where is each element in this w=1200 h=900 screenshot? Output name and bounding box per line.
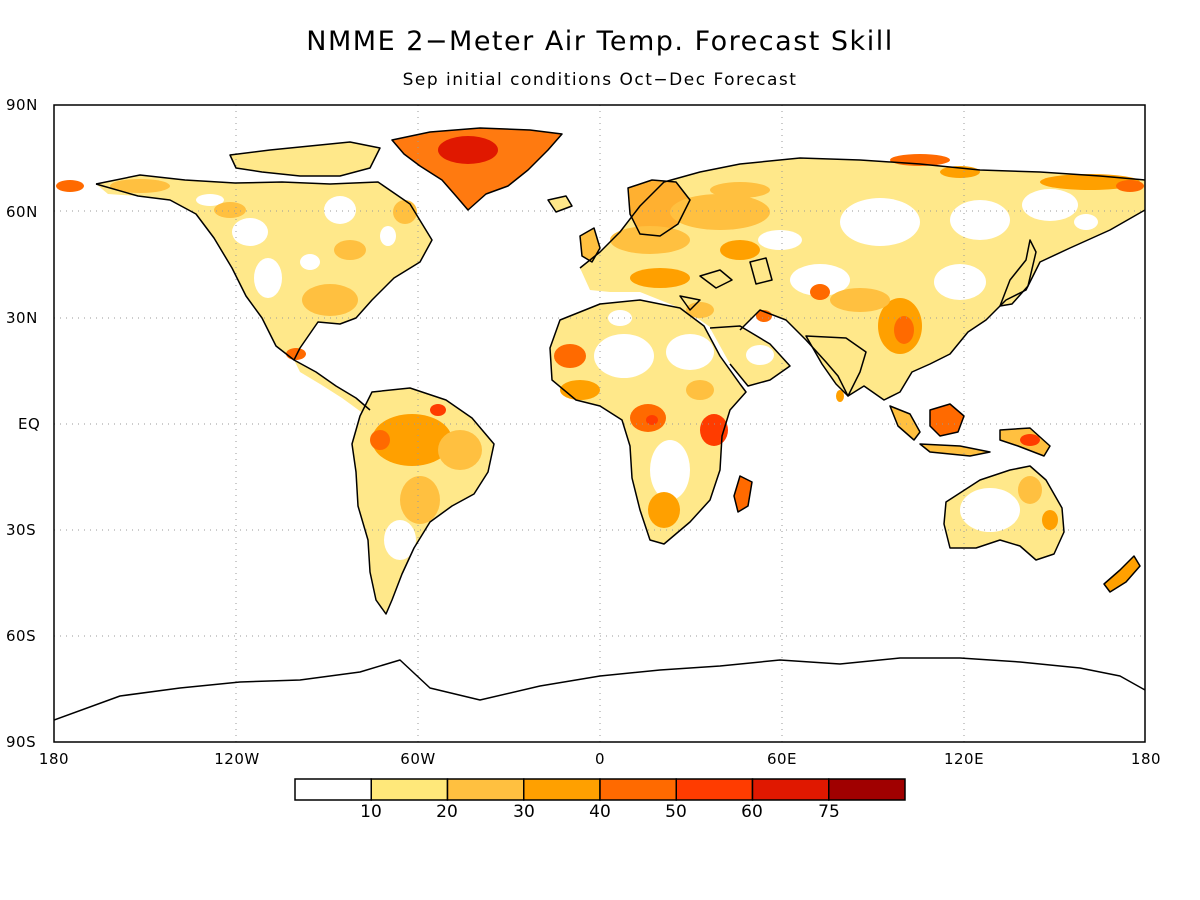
lat-label-eq: EQ [18,415,41,433]
lat-label-60s: 60S [6,627,37,645]
colorbar-swatch [446,778,525,801]
lat-label-90n: 90N [6,96,38,114]
colorbar-swatch [294,778,372,801]
colorbar-label-60: 60 [741,802,763,822]
colorbar-label-40: 40 [589,802,611,822]
lon-label-180e: 180 [1130,750,1162,768]
coastlines [54,127,1145,721]
colorbar-label-75: 75 [818,802,840,822]
lat-label-90s: 90S [6,733,37,751]
lon-label-180w: 180 [38,750,70,768]
lon-label-120e: 120E [943,750,985,768]
map-frame [53,104,1146,743]
graticule [54,105,1145,742]
map-subtitle: Sep initial conditions Oct−Dec Forecast [402,70,798,90]
colorbar-swatch [751,778,830,801]
map-title: NMME 2−Meter Air Temp. Forecast Skill [306,26,894,57]
colorbar-label-30: 30 [513,802,535,822]
colorbar-swatch [675,778,754,801]
colorbar-label-50: 50 [665,802,687,822]
colorbar-swatch [599,778,677,801]
colorbar-swatch [523,778,601,801]
colorbar-label-10: 10 [360,802,382,822]
colorbar [294,778,906,801]
colorbar-swatch [828,778,906,801]
lon-label-120w: 120W [214,750,260,768]
lat-label-30s: 30S [6,521,37,539]
lon-label-0: 0 [594,750,606,768]
skill-map [54,105,1145,742]
lon-label-60e: 60E [766,750,798,768]
colorbar-swatch [370,778,449,801]
lat-label-60n: 60N [6,203,38,221]
lat-label-30n: 30N [6,309,38,327]
lon-label-60w: 60W [400,750,436,768]
colorbar-label-20: 20 [436,802,458,822]
